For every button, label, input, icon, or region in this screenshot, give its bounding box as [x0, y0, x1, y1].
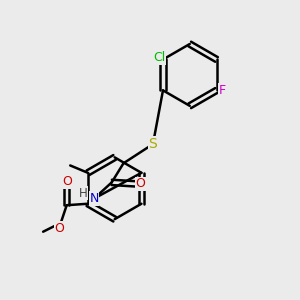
Text: O: O — [62, 175, 72, 188]
Text: O: O — [55, 222, 64, 235]
Text: O: O — [136, 177, 146, 190]
Text: F: F — [219, 84, 226, 97]
Text: H: H — [79, 187, 87, 200]
Text: Cl: Cl — [153, 52, 166, 64]
Text: S: S — [148, 137, 157, 151]
Text: N: N — [89, 192, 99, 205]
